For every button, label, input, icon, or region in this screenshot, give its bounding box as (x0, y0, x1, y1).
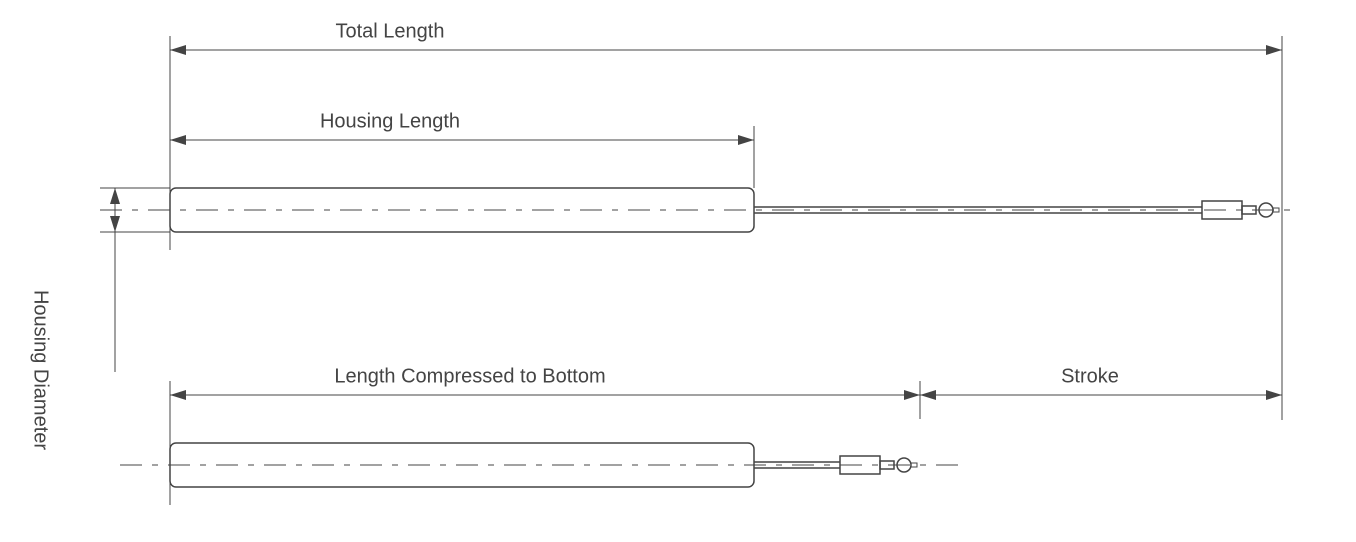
svg-text:Stroke: Stroke (1061, 365, 1119, 387)
svg-text:Housing Length: Housing Length (320, 110, 460, 132)
svg-text:Length Compressed to Bottom: Length Compressed to Bottom (334, 365, 605, 387)
housing-diameter-label: Housing Diameter (30, 290, 52, 450)
svg-text:Total Length: Total Length (336, 20, 445, 42)
